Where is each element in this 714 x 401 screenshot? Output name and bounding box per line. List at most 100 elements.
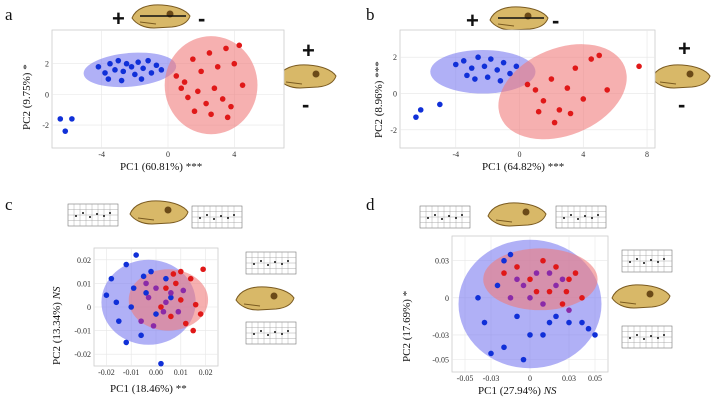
data-point-group-blue — [158, 67, 165, 73]
data-point-group-blue — [452, 61, 459, 68]
data-point-group-blue — [507, 251, 514, 258]
data-point-group-blue — [153, 62, 160, 69]
deformation-grid-icon — [245, 251, 297, 275]
data-point-group-blue — [475, 295, 481, 301]
data-point-group-blue — [497, 78, 504, 84]
y-tick-label: 0 — [87, 303, 91, 312]
data-point-group-blue — [112, 67, 118, 73]
data-point-group-blue — [566, 319, 572, 326]
plot-panel-d: -0.05 -0.03 0 0.03 0.05 0.03 0 -0.03 -0.05 — [432, 235, 609, 383]
data-point-group-red — [514, 264, 520, 270]
x-tick-label: 0.03 — [562, 374, 576, 383]
data-point-group-red — [192, 301, 199, 308]
panel-label-c: c — [5, 195, 13, 214]
y-tick-label: -2 — [390, 126, 397, 135]
data-point-group-blue — [488, 56, 494, 62]
data-point-group-blue — [437, 101, 443, 108]
data-point-group-red — [231, 60, 238, 67]
deformation-grid-icon — [555, 205, 607, 229]
data-point-group-blue — [138, 332, 144, 339]
y-axis-label-b: PC2 (8.96%) *** — [373, 61, 385, 138]
data-point-group-red — [173, 73, 180, 79]
y-tick-label: 0.03 — [435, 257, 449, 266]
data-point-group-blue — [62, 128, 69, 134]
data-point-group-blue — [143, 290, 149, 296]
data-point-group-blue — [514, 313, 520, 320]
y-axis-label-c: PC2 (13.34%) NS — [51, 286, 63, 365]
data-point-overlap — [553, 282, 559, 289]
data-point-group-red — [203, 100, 209, 107]
data-point-group-blue — [69, 116, 75, 122]
data-point-group-blue — [105, 76, 112, 82]
data-point-overlap — [163, 299, 169, 306]
data-point-group-red — [178, 85, 185, 92]
data-point-group-red — [228, 103, 234, 110]
data-point-group-blue — [130, 285, 137, 291]
data-point-group-blue — [546, 319, 553, 326]
data-point-overlap — [559, 276, 566, 283]
x-tick-label: -0.02 — [98, 368, 115, 377]
data-point-group-blue — [118, 77, 125, 84]
plot-panel-a: -4 0 4 2 0 -2 — [42, 29, 285, 159]
y-tick-label: 2 — [45, 60, 49, 69]
data-point-group-red — [556, 107, 563, 113]
data-point-group-blue — [102, 70, 108, 76]
x-axis-label-c: PC1 (18.46%) ** — [110, 383, 187, 395]
x-tick-label: -0.03 — [483, 374, 500, 383]
data-point-overlap — [145, 294, 152, 301]
data-point-group-blue — [494, 67, 501, 73]
data-point-group-red — [596, 52, 603, 59]
panel-label-d: d — [366, 195, 375, 214]
y-tick-label: 2 — [393, 53, 397, 62]
data-point-group-red — [551, 119, 558, 126]
data-point-group-red — [191, 108, 198, 115]
data-point-group-blue — [135, 59, 141, 65]
data-point-group-blue — [108, 275, 115, 282]
data-point-group-blue — [468, 65, 475, 71]
data-point-group-red — [178, 268, 184, 275]
data-point-group-blue — [145, 57, 151, 64]
data-point-group-blue — [553, 313, 559, 320]
data-point-group-red — [563, 288, 570, 295]
data-point-group-red — [540, 257, 546, 264]
data-point-overlap — [150, 323, 157, 329]
data-point-group-blue — [138, 76, 145, 82]
data-point-group-red — [181, 79, 188, 85]
data-point-group-blue — [540, 332, 546, 338]
data-point-overlap — [168, 290, 174, 296]
data-point-group-red — [173, 280, 179, 287]
data-point-group-red — [190, 327, 196, 334]
data-point-group-red — [187, 275, 194, 282]
data-point-overlap — [160, 308, 167, 315]
y-tick-label: -0.03 — [432, 331, 449, 340]
data-point-group-red — [178, 297, 184, 303]
deformation-grid-icon — [621, 249, 673, 273]
data-point-group-red — [559, 301, 566, 307]
data-point-group-red — [524, 81, 531, 88]
data-point-group-red — [219, 96, 226, 102]
data-point-overlap — [514, 276, 520, 283]
deformation-grid-icon — [67, 203, 119, 227]
data-point-group-blue — [500, 59, 507, 66]
data-point-group-blue — [464, 72, 470, 79]
deformation-grid-icon — [191, 205, 243, 229]
y-tick-label: 0.01 — [77, 279, 91, 288]
x-tick-label: -0.05 — [457, 374, 474, 383]
data-point-group-blue — [481, 319, 488, 326]
confidence-ellipse-red — [498, 44, 627, 140]
deformation-grid-icon — [621, 325, 673, 349]
data-point-group-red — [206, 50, 213, 56]
data-point-group-red — [540, 98, 547, 104]
data-point-group-red — [198, 68, 204, 75]
y-tick-label: 0 — [393, 90, 397, 99]
data-point-group-blue — [507, 70, 513, 77]
minus-sign-a-top: - — [198, 6, 205, 31]
data-point-group-blue — [158, 360, 164, 367]
y-tick-label: -0.05 — [432, 356, 449, 365]
data-point-group-red — [501, 270, 507, 276]
minus-sign-b-top: - — [552, 8, 559, 33]
data-point-group-red — [236, 42, 243, 49]
x-tick-label: 0 — [528, 374, 532, 383]
data-point-overlap — [533, 270, 540, 276]
data-point-group-red — [548, 76, 555, 82]
